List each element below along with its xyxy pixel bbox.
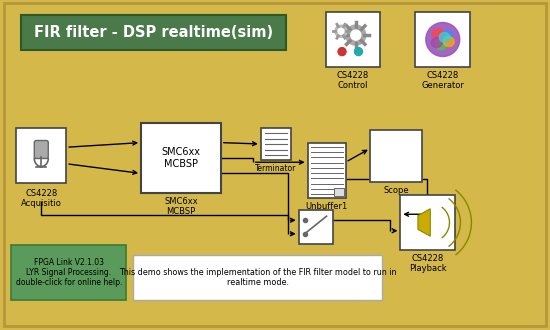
Ellipse shape: [439, 32, 450, 43]
Text: This demo shows the implementation of the FIR filter model to run in
realtime mo: This demo shows the implementation of th…: [119, 268, 397, 287]
Bar: [141, 123, 221, 193]
Ellipse shape: [443, 37, 454, 47]
Text: SMC6xx
MCBSP: SMC6xx MCBSP: [164, 197, 198, 216]
Bar: [415, 12, 470, 67]
Text: Terminator: Terminator: [255, 164, 296, 173]
Bar: [16, 128, 66, 183]
Ellipse shape: [442, 30, 453, 41]
Text: Unbuffer1: Unbuffer1: [305, 202, 348, 211]
Ellipse shape: [431, 38, 442, 48]
Text: FPGA Link V2.1.03
LYR Signal Processing.
double-click for online help.: FPGA Link V2.1.03 LYR Signal Processing.…: [15, 258, 122, 287]
Bar: [400, 195, 455, 250]
Text: SMC6xx
MCBSP: SMC6xx MCBSP: [162, 147, 200, 169]
Bar: [21, 15, 285, 50]
Bar: [307, 143, 345, 198]
Text: CS4228
Playback: CS4228 Playback: [409, 254, 447, 273]
Circle shape: [351, 30, 361, 40]
Bar: [371, 130, 422, 182]
Text: FIR filter - DSP realtime(sim): FIR filter - DSP realtime(sim): [34, 25, 273, 40]
Bar: [261, 128, 290, 160]
Text: CS4228
Generator: CS4228 Generator: [421, 71, 464, 90]
Ellipse shape: [436, 39, 446, 50]
Ellipse shape: [432, 28, 443, 39]
Bar: [333, 188, 344, 196]
Text: Scope: Scope: [383, 186, 409, 195]
Bar: [12, 245, 126, 300]
Text: CS4228
Acquisitio: CS4228 Acquisitio: [21, 189, 62, 209]
Circle shape: [335, 25, 347, 37]
Circle shape: [346, 25, 366, 45]
Circle shape: [338, 48, 346, 55]
Bar: [133, 255, 382, 300]
Bar: [299, 210, 333, 244]
Polygon shape: [418, 209, 430, 236]
Text: CS4228
Control: CS4228 Control: [337, 71, 369, 90]
Bar: [326, 12, 381, 67]
Circle shape: [338, 28, 344, 34]
FancyBboxPatch shape: [34, 141, 48, 158]
Circle shape: [355, 48, 362, 55]
Circle shape: [426, 22, 460, 56]
